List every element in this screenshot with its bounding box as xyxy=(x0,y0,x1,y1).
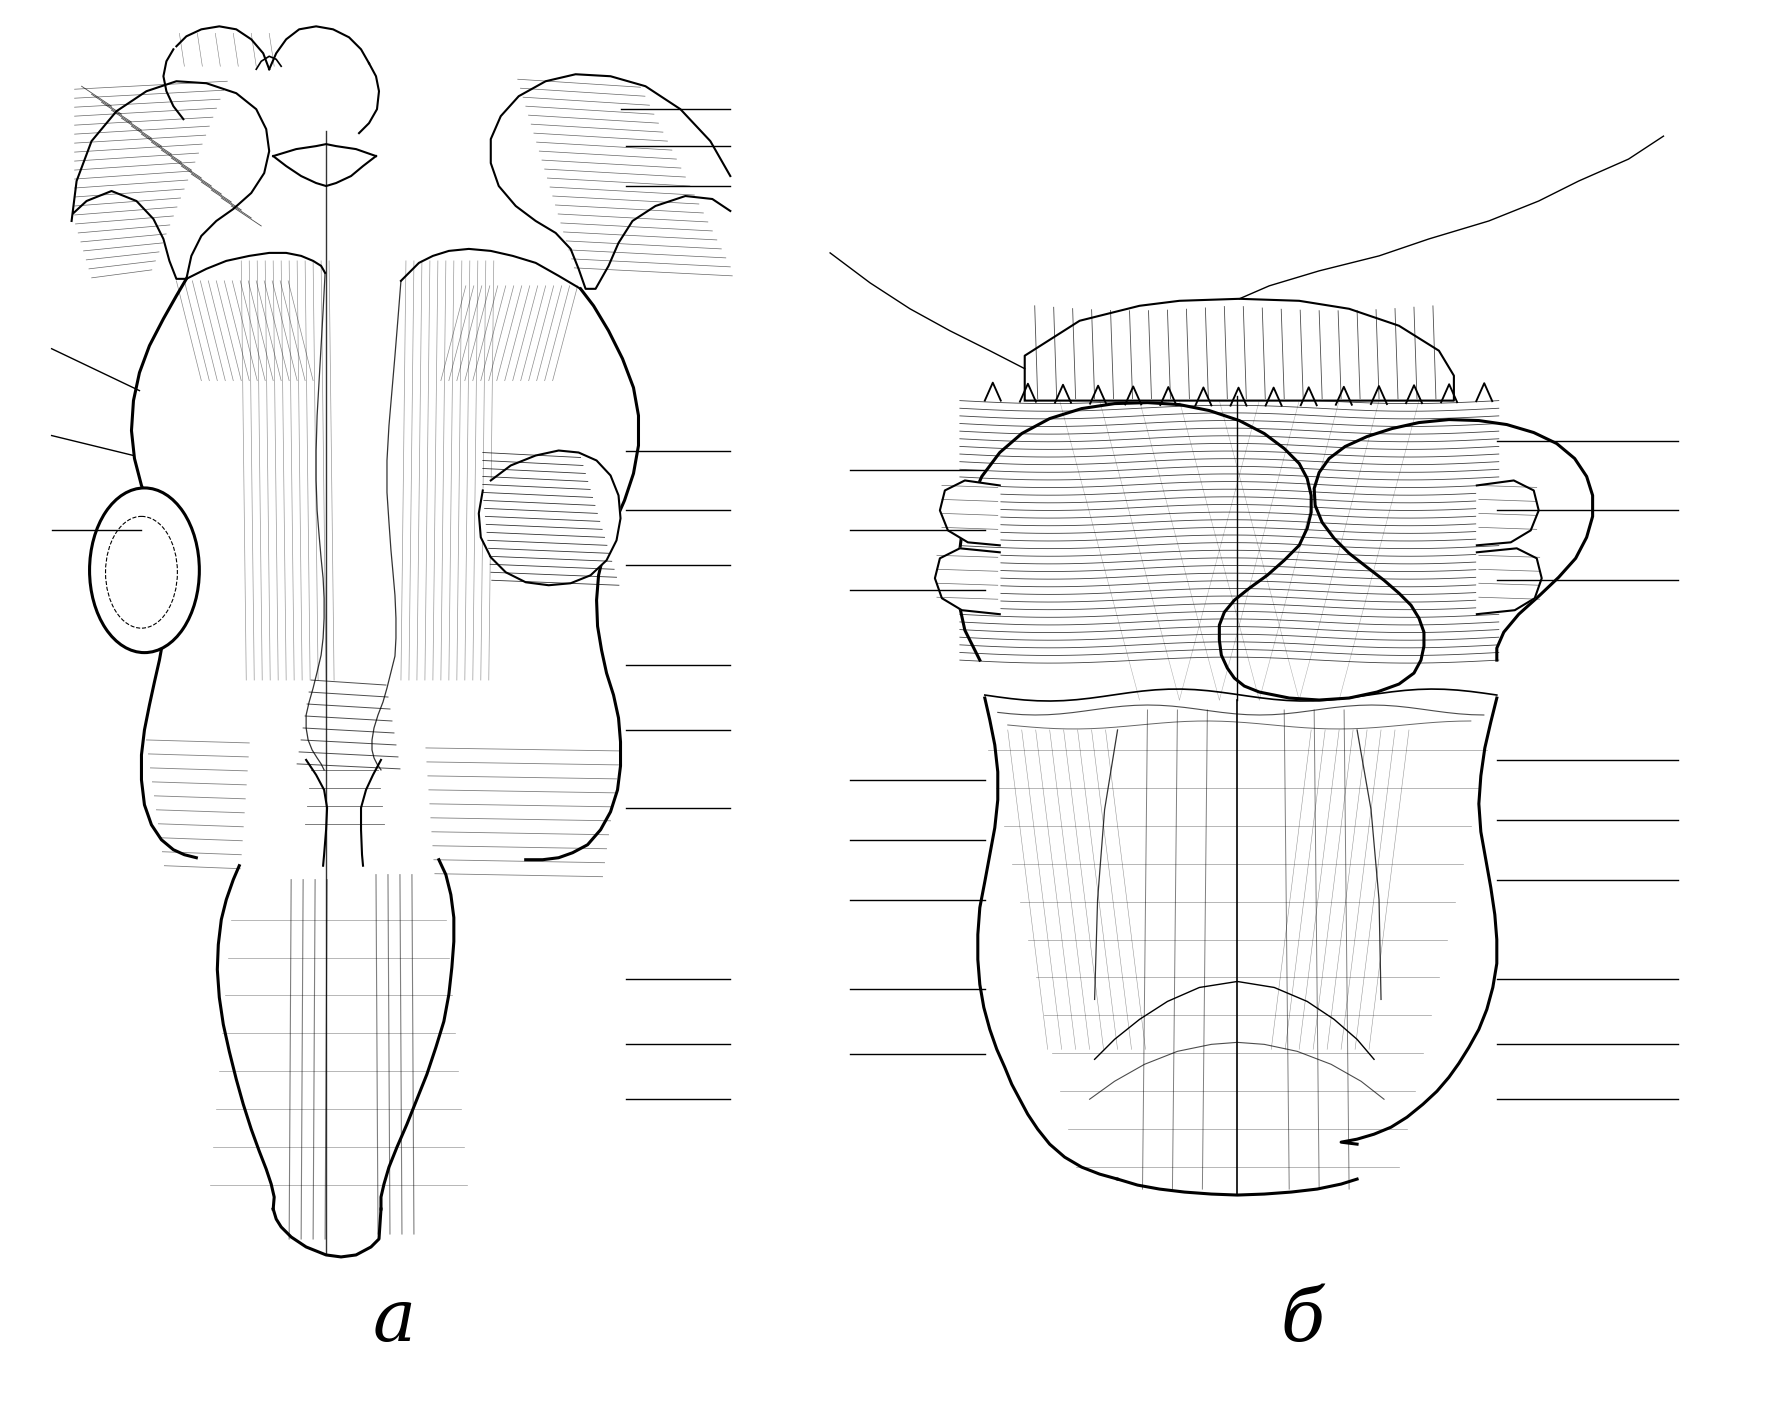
Polygon shape xyxy=(1477,549,1543,614)
Ellipse shape xyxy=(90,487,199,653)
Polygon shape xyxy=(479,450,621,586)
Text: б: б xyxy=(1280,1285,1324,1357)
Polygon shape xyxy=(934,549,1000,614)
Polygon shape xyxy=(1477,480,1539,546)
Text: a: a xyxy=(372,1285,417,1357)
Polygon shape xyxy=(1025,299,1454,400)
Polygon shape xyxy=(957,403,1592,700)
Polygon shape xyxy=(491,74,730,289)
Polygon shape xyxy=(71,81,269,279)
Polygon shape xyxy=(940,480,1000,546)
